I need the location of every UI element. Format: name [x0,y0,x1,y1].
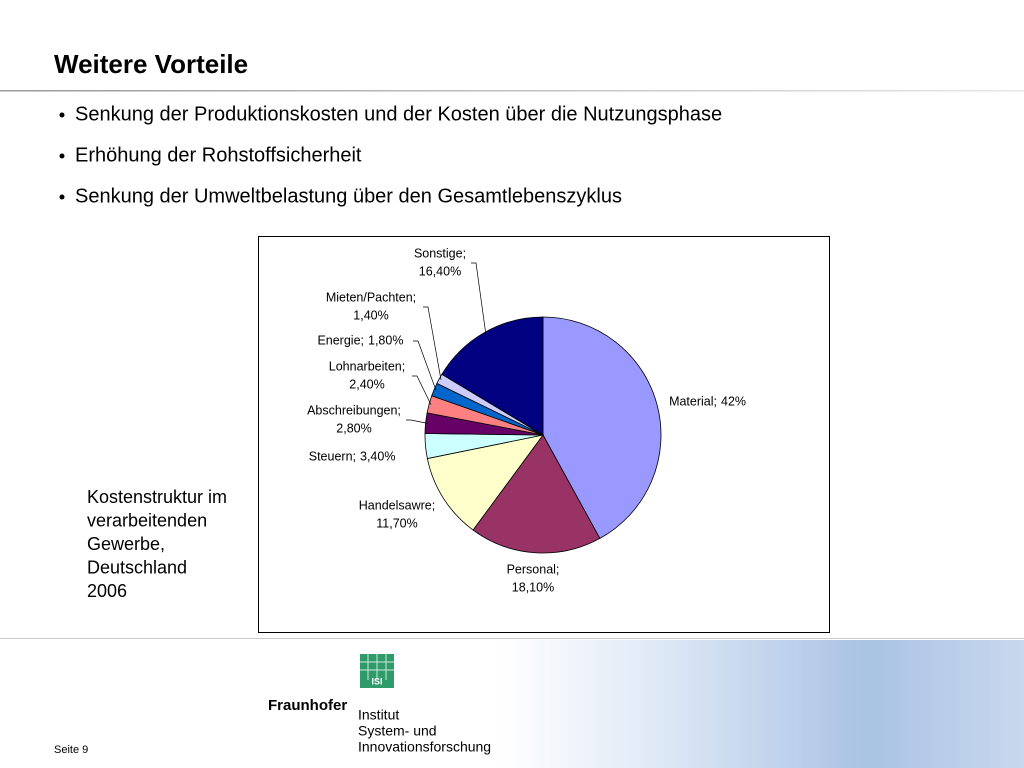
leader-line [412,375,432,405]
slice-value-label: 16,40% [419,264,461,278]
slice-value-label: 3,40% [360,449,395,463]
pie-slice [472,434,601,554]
caption-line: verarbeitenden [87,510,207,530]
pie-slice [441,316,544,436]
caption-line: Gewerbe, [87,534,165,554]
caption-line: 2006 [87,581,127,601]
slice-value-label: 18,10% [512,580,554,594]
footer-photo [500,640,1024,768]
slice-value-label: 2,40% [349,377,384,391]
slice-label: Handelsawre; [359,498,435,512]
header-rule [0,90,1024,92]
bullet-text: Erhöhung der Rohstoffsicherheit [75,144,362,166]
slide-title: Weitere Vorteile [54,49,248,79]
slice-value-label: 1,80% [368,333,403,347]
leader-line [423,306,442,380]
chart-caption: Kostenstruktur im verarbeitenden Gewerbe, D… [87,487,227,601]
bullet-dot [59,153,65,159]
logo-grid [360,654,394,680]
logo-line: Innovationsforschung [358,739,491,755]
logo-badge-text: ISI [371,676,382,686]
slice-value-label: 1,40% [353,308,388,322]
logo-line: System- und [358,723,437,739]
slice-label: Lohnarbeiten; [329,359,405,373]
caption-line: Deutschland [87,557,187,577]
slice-label: Steuern; [309,449,356,463]
slice-value-label: 42% [721,394,746,408]
bullet-dot [59,194,65,200]
bullet-dot [59,112,65,118]
logo: ISI Fraunhofer Institut System- und Inno… [268,654,491,755]
bullet-list: Senkung der Produktionskosten und der Ko… [59,103,722,207]
slice-value-label: 11,70% [376,516,417,530]
slice-label: Personal; [507,562,560,576]
leader-line [406,419,428,424]
leader-line [471,262,487,335]
leader-line [413,340,437,391]
logo-line: Institut [358,707,399,723]
footer-rule [0,638,1024,639]
pie-slice [426,434,544,531]
slice-label: Energie; [317,333,364,347]
page-number: Seite 9 [54,744,88,756]
slice-label: Abschreibungen; [307,403,401,417]
slice-label: Mieten/Pachten; [326,290,416,304]
slice-label: Material; [669,394,717,408]
logo-name: Fraunhofer [268,697,347,714]
pie-slice [542,316,662,539]
pie-chart: Material; 42% Personal; 18,10% Handelsawre; 1… [307,246,746,594]
caption-line: Kostenstruktur im [87,487,227,507]
bullet-text: Senkung der Umweltbelastung über den Ges… [75,185,622,207]
slice-value-label: 2,80% [336,421,371,435]
slice-label: Sonstige; [414,246,466,260]
bullet-text: Senkung der Produktionskosten und der Ko… [75,103,722,125]
